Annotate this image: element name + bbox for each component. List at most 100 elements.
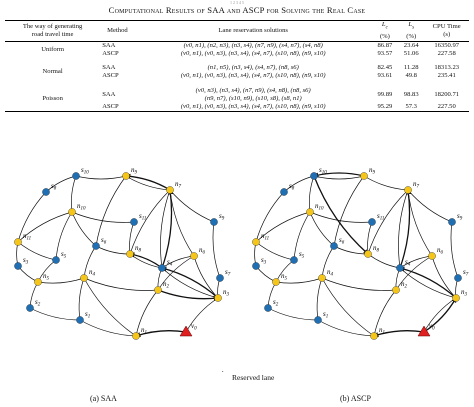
graph-edge — [17, 265, 39, 283]
graph-node-s5 — [290, 256, 298, 264]
reserved-lane-edge — [125, 173, 171, 191]
graph-edge — [83, 277, 159, 291]
reserved-lane-edge — [423, 297, 457, 333]
node-label-s10: s10 — [81, 166, 89, 176]
node-label-n5: n5 — [43, 272, 50, 282]
graph-edge — [399, 267, 457, 299]
node-label-s7: s7 — [225, 268, 231, 278]
graph-node-s10 — [310, 172, 318, 180]
graph-edge — [161, 267, 219, 299]
node-label-n3: n3 — [223, 288, 230, 298]
results-table: The way of generating road travel time M… — [5, 20, 469, 112]
graph-edge — [135, 289, 159, 337]
graph-edge — [212, 221, 221, 279]
reserved-lane-edge — [373, 330, 425, 338]
table-caption: Computational Results of SAA and ASCP fo… — [108, 5, 366, 15]
graph-node-n7 — [404, 186, 412, 194]
node-label-s8: s8 — [51, 182, 57, 192]
node-label-s9: s9 — [219, 212, 225, 222]
reserved-lane-edge — [161, 189, 174, 269]
graph-node-n3 — [214, 294, 222, 302]
graph-edge — [367, 253, 401, 269]
node-label-s1: s1 — [85, 310, 90, 320]
graph-edge — [255, 191, 285, 243]
reserved-lane-edge — [399, 189, 412, 269]
graph-node-s9 — [210, 218, 218, 226]
graph-edge — [450, 221, 459, 279]
graph-edge — [55, 211, 73, 261]
graph-node-s6 — [330, 242, 338, 250]
graph-edge — [363, 175, 409, 191]
graph-edge — [316, 277, 323, 321]
graph-edge — [293, 211, 311, 261]
graph-edge — [398, 189, 409, 269]
reserved-lane-edge — [157, 289, 219, 302]
graph-edge — [83, 277, 137, 337]
reserved-lane-edge — [313, 175, 369, 255]
table-row: Poisson SAA (v0, n3), (n3, s4), (n7, n9)… — [5, 81, 469, 103]
graph-edge — [321, 277, 375, 337]
node-label-n4: n4 — [89, 268, 96, 278]
group-uniform: Uniform — [41, 45, 64, 53]
reserved-lane-edge — [135, 330, 187, 338]
graph-node-n8 — [364, 250, 372, 258]
col-header-way: The way of generating road travel time — [22, 22, 83, 38]
graph-edge — [37, 277, 85, 284]
graph-edge — [373, 289, 397, 337]
legend-label: Reserved lane — [232, 373, 275, 382]
node-label-s6: s6 — [101, 236, 107, 246]
node-label-n9: n9 — [131, 166, 138, 176]
graph-edge — [125, 175, 171, 191]
node-label-s8: s8 — [289, 182, 295, 192]
subcaption-ascp: (b) ASCP — [340, 394, 371, 403]
node-label-n6: n6 — [437, 246, 444, 256]
node-label-s3: s3 — [261, 256, 267, 266]
graph-edge — [309, 175, 315, 213]
reserved-lane-edge — [313, 172, 365, 178]
node-label-n3: n3 — [461, 288, 468, 298]
node-label-n1: n1 — [141, 326, 147, 336]
table-row: Normal SAA (n1, n5), (n3, s4), (s4, n7),… — [5, 58, 469, 75]
graph-edge — [169, 189, 215, 223]
graph-node-s1 — [76, 316, 84, 324]
group-poisson: Poisson — [42, 94, 63, 102]
graph-node-s7 — [454, 274, 462, 282]
graph-edge — [95, 245, 131, 255]
col-header-solution: Lane reservation solutions — [218, 26, 288, 34]
subcaption-saa: (a) SAA — [90, 394, 117, 403]
table-row: ASCP (v0, n1), (v0, n3), (n3, s4), (s4, … — [102, 49, 456, 57]
graph-edge — [78, 277, 85, 321]
graph-node-n10 — [306, 208, 314, 216]
graph-node-n2 — [154, 286, 162, 294]
graph-node-n9 — [360, 172, 368, 180]
node-label-n4: n4 — [327, 268, 334, 278]
graph-node-n1 — [132, 332, 140, 340]
graph-edge — [431, 255, 457, 299]
depot-node-v0 — [179, 325, 193, 337]
graph-edge — [407, 189, 433, 257]
graph-node-s2 — [26, 304, 34, 312]
graph-node-s4 — [396, 264, 404, 272]
node-label-s5: s5 — [61, 250, 67, 260]
graph-edge — [321, 277, 397, 291]
graph-edge — [317, 319, 375, 337]
graph-edge — [367, 189, 409, 255]
graph-node-n2 — [392, 286, 400, 294]
graph-node-s7 — [216, 274, 224, 282]
graph-edge — [71, 211, 135, 223]
graph-edge — [157, 255, 195, 291]
graph-edge — [275, 277, 323, 284]
graph-node-s3 — [14, 262, 22, 270]
graph-edge — [169, 189, 195, 257]
node-label-s11: s11 — [139, 212, 146, 222]
node-label-s1: s1 — [323, 310, 328, 320]
node-label-v0: v0 — [429, 322, 435, 332]
node-label-s9: s9 — [457, 212, 463, 222]
graph-edge — [71, 211, 97, 247]
graph-node-n7 — [166, 186, 174, 194]
graph-edge — [267, 307, 319, 321]
col-header-cpu: CPU Time (s) — [432, 22, 461, 38]
graph-saa: s10 n9 s8 n7 n10 s11 s9 n11 s6 n8 n6 s5 s4 s3 s7 n5 n4 n2… — [14, 166, 231, 340]
graph-edge — [17, 211, 73, 243]
graph-node-n4 — [80, 274, 88, 282]
